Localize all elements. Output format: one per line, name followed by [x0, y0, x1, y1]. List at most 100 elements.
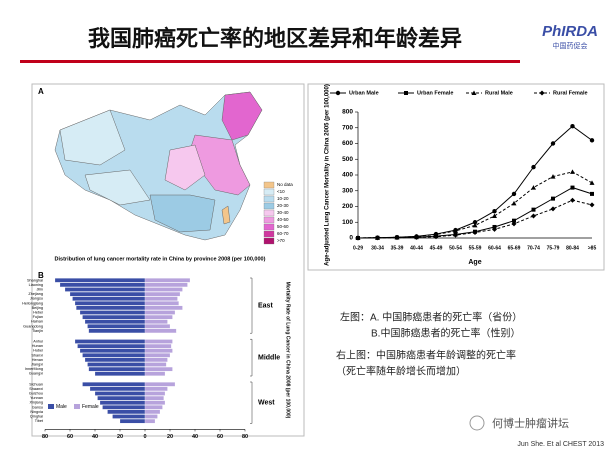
legend-swatch: [48, 404, 54, 409]
group-bracket: [250, 338, 253, 377]
legend-swatch: [263, 209, 275, 217]
legend-label: Urban Male: [349, 90, 379, 96]
category-label: Gansu: [32, 405, 43, 409]
bar: [94, 371, 146, 376]
point: [511, 191, 517, 197]
x-axis-label: Mortality Rate of Lung Cancer in China 2…: [285, 282, 291, 419]
bar: [76, 305, 146, 310]
point: [589, 202, 595, 208]
logo-sub: 中国药促会: [553, 41, 588, 50]
category-label: Anhui: [33, 340, 43, 344]
legend-label: Male: [56, 404, 67, 410]
category-label: InnerMong: [25, 367, 43, 371]
point: [453, 228, 458, 233]
group-bracket: [250, 277, 253, 334]
category-label: Hubei: [33, 349, 43, 353]
y-tick-label: 800: [342, 109, 353, 116]
legend-swatch: [263, 195, 275, 203]
point: [589, 138, 595, 143]
category-label: Henan: [32, 358, 43, 362]
x-tick-label: 40: [192, 434, 198, 440]
point: [550, 206, 556, 212]
point: [472, 229, 478, 235]
x-tick-label: 80: [42, 434, 48, 440]
bar: [144, 371, 166, 376]
y-tick-label: 300: [342, 187, 353, 194]
x-tick-label: 60: [217, 434, 223, 440]
category-label: Heilongjiang: [22, 301, 43, 305]
map-region: [84, 169, 151, 206]
legend-label: Female: [82, 404, 99, 410]
x-tick-label: 60-64: [488, 245, 501, 251]
legend-marker: [539, 90, 545, 96]
bar: [144, 287, 183, 292]
point: [531, 207, 536, 212]
legend-label: Rural Female: [553, 90, 588, 96]
legend-swatch: [263, 223, 275, 231]
bar: [144, 344, 172, 349]
legend-swatch: [263, 181, 275, 189]
bar: [144, 296, 178, 301]
panel-letter: B: [38, 271, 44, 280]
group-bracket: [250, 381, 253, 424]
legend-label: 60-70: [277, 231, 289, 236]
logo: PhIRDA: [542, 23, 598, 40]
bar: [144, 278, 191, 283]
bar: [144, 400, 166, 405]
point: [570, 185, 575, 190]
bar: [102, 405, 146, 410]
x-tick-label: 50-54: [449, 245, 462, 251]
bar: [144, 382, 176, 387]
category-label: Shaanxi: [29, 387, 43, 391]
bar: [82, 315, 146, 320]
y-tick-label: 500: [342, 156, 353, 163]
y-tick-label: 600: [342, 140, 353, 147]
bar: [69, 292, 146, 297]
bar: [97, 396, 146, 401]
map-region: [164, 144, 206, 191]
panel-letter: A: [38, 87, 44, 96]
bar: [74, 301, 146, 306]
map-caption: Distribution of lung cancer mortality ra…: [55, 256, 266, 262]
map-region: [221, 205, 231, 225]
point: [492, 209, 497, 214]
wechat-icon: [469, 415, 485, 431]
legend-swatch: [74, 404, 80, 409]
map-region: [149, 194, 216, 233]
x-tick-label: 0-29: [353, 245, 363, 251]
bar: [59, 282, 146, 287]
x-axis-label: Age: [468, 259, 481, 266]
bar: [144, 339, 173, 344]
bar: [77, 344, 146, 349]
point: [453, 232, 458, 238]
category-label: Ningxia: [30, 410, 44, 414]
bar: [119, 419, 146, 424]
point: [511, 200, 517, 206]
bar: [84, 357, 146, 362]
x-tick-label: 30-34: [371, 245, 384, 251]
map-region: [221, 91, 263, 141]
category-label: Yunnan: [30, 396, 43, 400]
category-label: Qinghai: [30, 415, 43, 419]
point: [492, 226, 497, 232]
group-label: East: [258, 302, 273, 309]
category-label: Xinjiang: [29, 401, 43, 405]
note: 右上图：中国肺癌患者年龄调整的死亡率: [336, 349, 516, 362]
bar: [144, 386, 168, 391]
category-label: Zhejiang: [28, 292, 43, 296]
category-label: Fujian: [33, 315, 43, 319]
legend-swatch: [263, 202, 275, 210]
bar: [144, 324, 171, 329]
x-tick-label: 0: [143, 434, 146, 440]
x-tick-label: 75-79: [547, 245, 560, 251]
x-tick-label: 35-39: [391, 245, 404, 251]
legend-swatch: [263, 188, 275, 196]
bar: [88, 367, 146, 372]
y-tick-label: 700: [342, 124, 353, 131]
bar: [74, 339, 146, 344]
category-label: Jilin: [36, 288, 43, 292]
bar: [144, 319, 168, 324]
map: [54, 91, 263, 241]
category-label: Hunan: [32, 344, 43, 348]
